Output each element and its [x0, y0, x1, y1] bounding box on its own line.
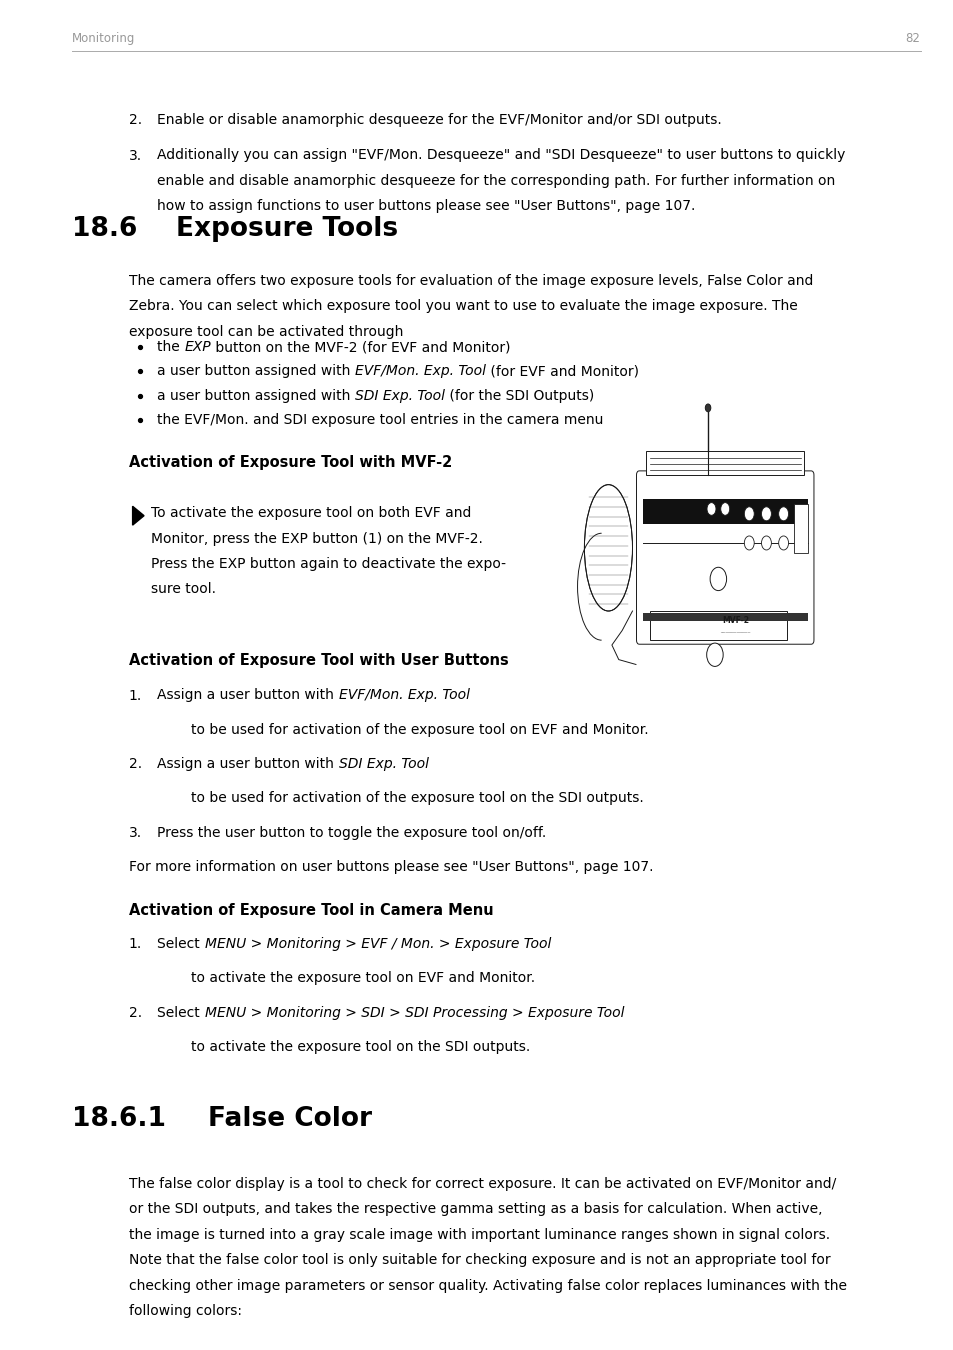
Circle shape — [778, 536, 788, 549]
Circle shape — [706, 502, 715, 516]
Text: 2.: 2. — [129, 757, 142, 771]
Text: Note that the false color tool is only suitable for checking exposure and is not: Note that the false color tool is only s… — [129, 1253, 829, 1268]
Text: Activation of Exposure Tool with User Buttons: Activation of Exposure Tool with User Bu… — [129, 653, 508, 668]
Text: checking other image parameters or sensor quality. Activating false color replac: checking other image parameters or senso… — [129, 1278, 846, 1292]
Text: The false color display is a tool to check for correct exposure. It can be activ: The false color display is a tool to che… — [129, 1177, 835, 1191]
Text: to activate the exposure tool on the SDI outputs.: to activate the exposure tool on the SDI… — [191, 1040, 530, 1054]
Text: button on the MVF-2 (for EVF and Monitor): button on the MVF-2 (for EVF and Monitor… — [211, 340, 510, 354]
Text: False Color: False Color — [208, 1106, 372, 1133]
Text: the: the — [157, 340, 184, 354]
Text: Assign a user button with: Assign a user button with — [157, 688, 338, 702]
Circle shape — [778, 506, 788, 521]
Text: Select: Select — [157, 937, 204, 952]
Bar — [642, 500, 807, 524]
Text: to be used for activation of the exposure tool on EVF and Monitor.: to be used for activation of the exposur… — [191, 722, 648, 737]
Text: Exposure Tools: Exposure Tools — [176, 216, 398, 242]
Text: (for EVF and Monitor): (for EVF and Monitor) — [486, 364, 639, 378]
Bar — [642, 613, 807, 621]
Text: following colors:: following colors: — [129, 1304, 241, 1318]
Polygon shape — [132, 506, 144, 525]
Text: 2.: 2. — [129, 113, 142, 127]
Text: Assign a user button with: Assign a user button with — [157, 757, 338, 771]
Text: MVF-2: MVF-2 — [721, 616, 748, 625]
Text: Press the user button to toggle the exposure tool on/off.: Press the user button to toggle the expo… — [157, 826, 546, 840]
Text: enable and disable anamorphic desqueeze for the corresponding path. For further : enable and disable anamorphic desqueeze … — [157, 174, 835, 188]
Text: 3.: 3. — [129, 148, 142, 162]
Circle shape — [743, 536, 754, 549]
Text: to activate the exposure tool on EVF and Monitor.: to activate the exposure tool on EVF and… — [191, 972, 535, 986]
Text: 18.6: 18.6 — [71, 216, 137, 242]
Text: sure tool.: sure tool. — [151, 582, 215, 597]
Circle shape — [704, 404, 710, 412]
Text: 82: 82 — [904, 32, 920, 45]
Bar — [793, 504, 807, 552]
Text: Activation of Exposure Tool with MVF-2: Activation of Exposure Tool with MVF-2 — [129, 455, 452, 470]
Text: Monitoring: Monitoring — [71, 32, 134, 45]
Text: To activate the exposure tool on both EVF and: To activate the exposure tool on both EV… — [151, 506, 471, 520]
Text: SDI Exp. Tool: SDI Exp. Tool — [355, 389, 445, 402]
Text: how to assign functions to user buttons please see "User Buttons", page 107.: how to assign functions to user buttons … — [157, 200, 695, 213]
Text: to be used for activation of the exposure tool on the SDI outputs.: to be used for activation of the exposur… — [191, 791, 643, 806]
Text: 1.: 1. — [129, 688, 142, 702]
Text: a user button assigned with: a user button assigned with — [157, 389, 355, 402]
FancyBboxPatch shape — [636, 471, 813, 644]
Text: Select: Select — [157, 1006, 204, 1019]
Text: Monitor, press the EXP button (1) on the MVF-2.: Monitor, press the EXP button (1) on the… — [151, 532, 482, 545]
Bar — [649, 612, 786, 640]
Text: 18.6.1: 18.6.1 — [71, 1106, 166, 1133]
Text: EVF/Mon. Exp. Tool: EVF/Mon. Exp. Tool — [338, 688, 469, 702]
Text: EVF/Mon. Exp. Tool: EVF/Mon. Exp. Tool — [355, 364, 486, 378]
Bar — [645, 451, 803, 475]
Circle shape — [720, 502, 729, 516]
Text: the EVF/Mon. and SDI exposure tool entries in the camera menu: the EVF/Mon. and SDI exposure tool entri… — [157, 413, 603, 427]
Text: EXP: EXP — [184, 340, 211, 354]
Text: SDI Exp. Tool: SDI Exp. Tool — [338, 757, 428, 771]
Text: 2.: 2. — [129, 1006, 142, 1019]
Circle shape — [760, 506, 771, 521]
Text: For more information on user buttons please see "User Buttons", page 107.: For more information on user buttons ple… — [129, 860, 653, 873]
Circle shape — [760, 536, 771, 549]
Circle shape — [743, 506, 754, 521]
Circle shape — [706, 643, 722, 667]
Text: Additionally you can assign "EVF/Mon. Desqueeze" and "SDI Desqueeze" to user but: Additionally you can assign "EVF/Mon. De… — [157, 148, 845, 162]
Text: the image is turned into a gray scale image with important luminance ranges show: the image is turned into a gray scale im… — [129, 1228, 829, 1242]
Ellipse shape — [584, 485, 632, 612]
Text: Press the EXP button again to deactivate the expo-: Press the EXP button again to deactivate… — [151, 558, 505, 571]
Text: or the SDI outputs, and takes the respective gamma setting as a basis for calcul: or the SDI outputs, and takes the respec… — [129, 1203, 821, 1216]
Text: The camera offers two exposure tools for evaluation of the image exposure levels: The camera offers two exposure tools for… — [129, 274, 812, 288]
Text: Zebra. You can select which exposure tool you want to use to evaluate the image : Zebra. You can select which exposure too… — [129, 300, 797, 313]
Text: ___________: ___________ — [720, 628, 750, 633]
Text: exposure tool can be activated through: exposure tool can be activated through — [129, 325, 403, 339]
Circle shape — [709, 567, 726, 590]
Text: MENU > Monitoring > EVF / Mon. > Exposure Tool: MENU > Monitoring > EVF / Mon. > Exposur… — [204, 937, 550, 952]
Text: (for the SDI Outputs): (for the SDI Outputs) — [445, 389, 594, 402]
Text: 1.: 1. — [129, 937, 142, 952]
Text: 3.: 3. — [129, 826, 142, 840]
Text: MENU > Monitoring > SDI > SDI Processing > Exposure Tool: MENU > Monitoring > SDI > SDI Processing… — [204, 1006, 623, 1019]
Text: Enable or disable anamorphic desqueeze for the EVF/Monitor and/or SDI outputs.: Enable or disable anamorphic desqueeze f… — [157, 113, 721, 127]
Text: Activation of Exposure Tool in Camera Menu: Activation of Exposure Tool in Camera Me… — [129, 903, 493, 918]
Text: a user button assigned with: a user button assigned with — [157, 364, 355, 378]
